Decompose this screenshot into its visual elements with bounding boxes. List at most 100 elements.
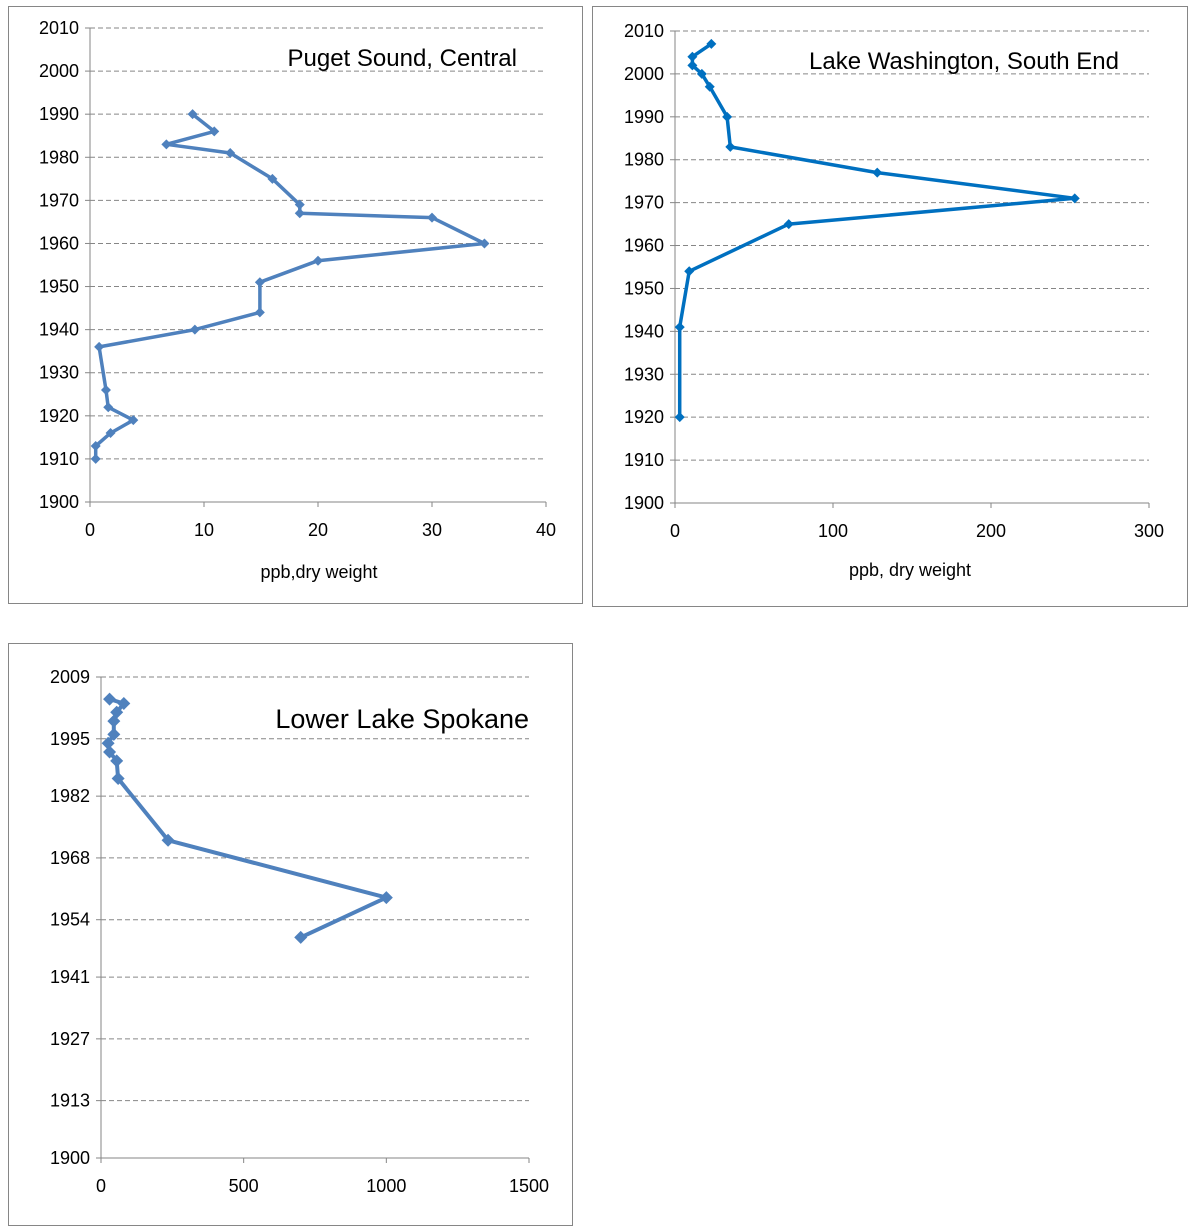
y-tick-label: 1900: [624, 493, 664, 513]
y-tick-label: 1940: [624, 321, 664, 341]
x-tick-label: 0: [670, 521, 680, 541]
y-tick-label: 1982: [50, 786, 90, 806]
x-tick-label: 100: [818, 521, 848, 541]
x-tick-label: 1000: [366, 1176, 406, 1196]
data-point: [103, 745, 117, 759]
data-point: [379, 891, 393, 905]
y-tick-label: 2000: [624, 64, 664, 84]
chart-title: Lower Lake Spokane: [275, 704, 529, 734]
chart-title: Puget Sound, Central: [288, 45, 518, 72]
data-point: [107, 727, 121, 741]
chart-puget-sound: 1900 1910 1920 1930 1940 1950 1960 1970 1980 1990…: [39, 18, 556, 582]
x-tick-label: 500: [229, 1176, 259, 1196]
x-tick-label: 40: [536, 520, 556, 540]
data-point: [128, 415, 139, 426]
data-point: [687, 51, 698, 62]
data-point: [294, 208, 305, 219]
series-line: [677, 42, 1077, 418]
data-point: [267, 173, 278, 184]
y-tick-label: 1930: [624, 364, 664, 384]
data-point: [187, 109, 198, 120]
data-point: [103, 402, 114, 413]
y-tick-label: 1910: [624, 450, 664, 470]
y-tick-label: 1960: [624, 236, 664, 256]
y-tick-label: 1960: [39, 233, 79, 253]
x-tick-label: 10: [194, 520, 214, 540]
data-point: [872, 167, 883, 178]
x-tick-label: 30: [422, 520, 442, 540]
data-point: [209, 126, 220, 137]
y-tick-label: 1900: [50, 1148, 90, 1168]
data-point: [294, 930, 308, 944]
y-tick-label: 1941: [50, 967, 90, 987]
data-point: [704, 81, 715, 92]
chart-title: Lake Washington, South End: [809, 48, 1119, 75]
x-tick-label: 300: [1134, 521, 1164, 541]
y-tick-label: 1990: [39, 104, 79, 124]
data-point: [294, 199, 305, 210]
x-tick-label: 20: [308, 520, 328, 540]
data-point: [189, 324, 200, 335]
data-point: [103, 692, 117, 706]
x-axis-title: ppb, dry weight: [849, 560, 971, 580]
x-axis-title: ppb,dry weight: [260, 562, 377, 582]
data-point: [100, 384, 111, 395]
data-point: [94, 341, 105, 352]
x-tick-label: 0: [85, 520, 95, 540]
y-tick-label: 2010: [39, 18, 79, 38]
y-tick-label: 2000: [39, 61, 79, 81]
y-tick-label: 1968: [50, 848, 90, 868]
data-point: [725, 141, 736, 152]
data-point: [674, 412, 685, 423]
y-tick-label: 1930: [39, 363, 79, 383]
chart-panel-lake-washington: 1900 1910 1920 1930 1940 1950 1960 1970 1980 1990…: [592, 6, 1188, 607]
x-tick-label: 200: [976, 521, 1006, 541]
data-point: [479, 238, 490, 249]
data-point: [161, 833, 175, 847]
y-tick-label: 1970: [39, 190, 79, 210]
data-point: [254, 277, 265, 288]
data-point: [696, 68, 707, 79]
y-tick-label: 1920: [624, 407, 664, 427]
y-tick-label: 1950: [39, 277, 79, 297]
y-tick-label: 1950: [624, 278, 664, 298]
y-tick-label: 1995: [50, 729, 90, 749]
data-point: [111, 771, 125, 785]
data-point: [101, 736, 115, 750]
data-point: [90, 453, 101, 464]
chart-lake-washington: 1900 1910 1920 1930 1940 1950 1960 1970 1980 1990…: [624, 21, 1164, 580]
y-tick-label: 1913: [50, 1091, 90, 1111]
y-tick-label: 1900: [39, 492, 79, 512]
data-point: [687, 60, 698, 71]
data-point: [313, 255, 323, 266]
y-tick-label: 1940: [39, 320, 79, 340]
chart-lower-lake-spokane: 1900 1913 1927 1941 1954 1968 1982 1995 2009 0 500…: [50, 667, 549, 1196]
y-tick-label: 1990: [624, 107, 664, 127]
data-point: [674, 322, 685, 333]
y-tick-label: 1970: [624, 193, 664, 213]
data-point: [225, 147, 236, 158]
data-point: [105, 428, 116, 439]
series-line: [93, 112, 487, 459]
y-tick-label: 2010: [624, 21, 664, 41]
data-point: [254, 307, 265, 318]
data-point: [783, 219, 794, 230]
data-point: [161, 139, 172, 150]
x-tick-label: 0: [96, 1176, 106, 1196]
data-point: [107, 714, 121, 728]
data-point: [110, 754, 124, 768]
data-point: [1069, 193, 1080, 204]
y-tick-label: 1954: [50, 910, 90, 930]
data-point: [706, 38, 717, 49]
y-tick-label: 1980: [39, 147, 79, 167]
y-tick-label: 1910: [39, 449, 79, 469]
x-tick-label: 1500: [509, 1176, 549, 1196]
data-point: [117, 696, 131, 710]
data-point: [90, 440, 101, 451]
chart-panel-lower-lake-spokane: 1900 1913 1927 1941 1954 1968 1982 1995 2009 0 500…: [8, 643, 573, 1226]
y-tick-label: 1980: [624, 150, 664, 170]
data-point: [427, 212, 437, 223]
y-tick-label: 1920: [39, 406, 79, 426]
data-point: [722, 111, 733, 122]
y-tick-label: 2009: [50, 667, 90, 687]
